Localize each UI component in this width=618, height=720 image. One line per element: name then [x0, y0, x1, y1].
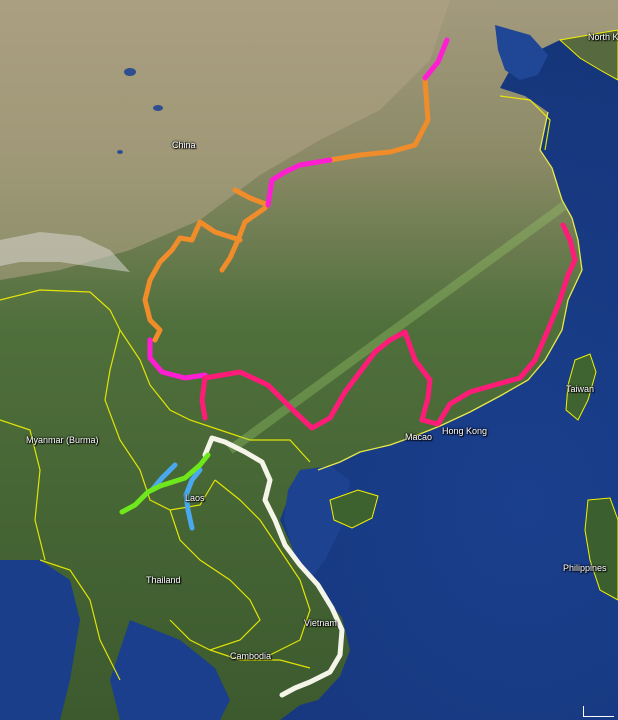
label-hong-kong: Hong Kong [442, 426, 488, 436]
qinghai-lake [124, 68, 136, 76]
label-philippines: Philippines [563, 563, 607, 573]
andaman-sea [0, 560, 80, 720]
hainan-island [329, 489, 379, 529]
label-thailand: Thailand [146, 575, 181, 585]
scale-bar [583, 706, 614, 717]
label-china: China [172, 140, 196, 150]
lake-3 [117, 150, 123, 154]
label-myanmar: Myanmar (Burma) [26, 435, 99, 445]
gulf-of-thailand [110, 620, 230, 720]
gulf-of-tonkin [284, 466, 350, 580]
philippines-islands [584, 497, 618, 601]
label-vietnam: Vietnam [304, 618, 337, 628]
route-green [119, 452, 211, 515]
coastline [317, 111, 583, 471]
route-orange-3 [142, 205, 268, 343]
route-lines [119, 37, 578, 698]
lake-2 [153, 105, 163, 111]
route-magenta-3 [147, 337, 208, 381]
himalaya-snow [0, 232, 130, 272]
label-macao: Macao [405, 432, 433, 442]
route-white [202, 435, 345, 698]
route-magenta [422, 37, 450, 81]
korea-peninsula [558, 29, 618, 81]
bohai-sea [495, 25, 548, 80]
route-pink [199, 222, 578, 431]
label-laos: Laos [185, 493, 205, 503]
route-orange [327, 77, 431, 163]
label-cambodia: Cambodia [230, 651, 272, 661]
label-north-korea: North K [588, 32, 618, 42]
route-orange-2 [232, 187, 271, 208]
overlay-line [227, 201, 568, 454]
taiwan-island [565, 353, 597, 421]
route-magenta-2 [265, 157, 333, 208]
northern-plateau [0, 0, 450, 280]
label-taiwan: Taiwan [566, 384, 595, 394]
